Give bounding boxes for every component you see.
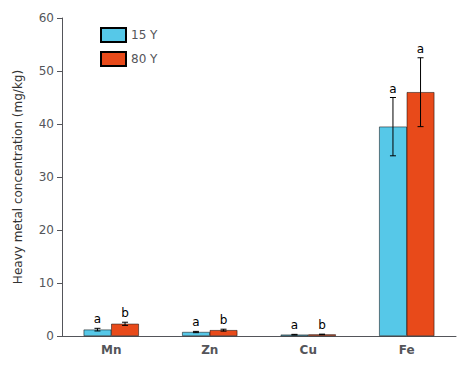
svg-text:Zn: Zn	[201, 343, 218, 357]
svg-text:b: b	[318, 318, 326, 332]
svg-text:b: b	[220, 313, 228, 327]
svg-text:a: a	[417, 42, 424, 56]
svg-text:40: 40	[39, 117, 54, 131]
svg-text:0: 0	[46, 329, 54, 343]
svg-text:Heavy metal concentration (mg/: Heavy metal concentration (mg/kg)	[11, 70, 25, 284]
svg-text:15 Y: 15 Y	[131, 28, 158, 42]
svg-text:Fe: Fe	[399, 343, 415, 357]
svg-text:20: 20	[39, 223, 54, 237]
svg-text:a: a	[192, 315, 199, 329]
svg-text:50: 50	[39, 64, 54, 78]
svg-text:30: 30	[39, 170, 54, 184]
svg-text:a: a	[389, 82, 396, 96]
svg-text:b: b	[121, 306, 129, 320]
svg-text:a: a	[94, 312, 101, 326]
svg-text:a: a	[291, 318, 298, 332]
svg-text:10: 10	[39, 276, 54, 290]
svg-text:Cu: Cu	[300, 343, 317, 357]
svg-text:Mn: Mn	[101, 343, 121, 357]
svg-text:60: 60	[39, 11, 54, 25]
svg-text:80 Y: 80 Y	[131, 52, 158, 66]
